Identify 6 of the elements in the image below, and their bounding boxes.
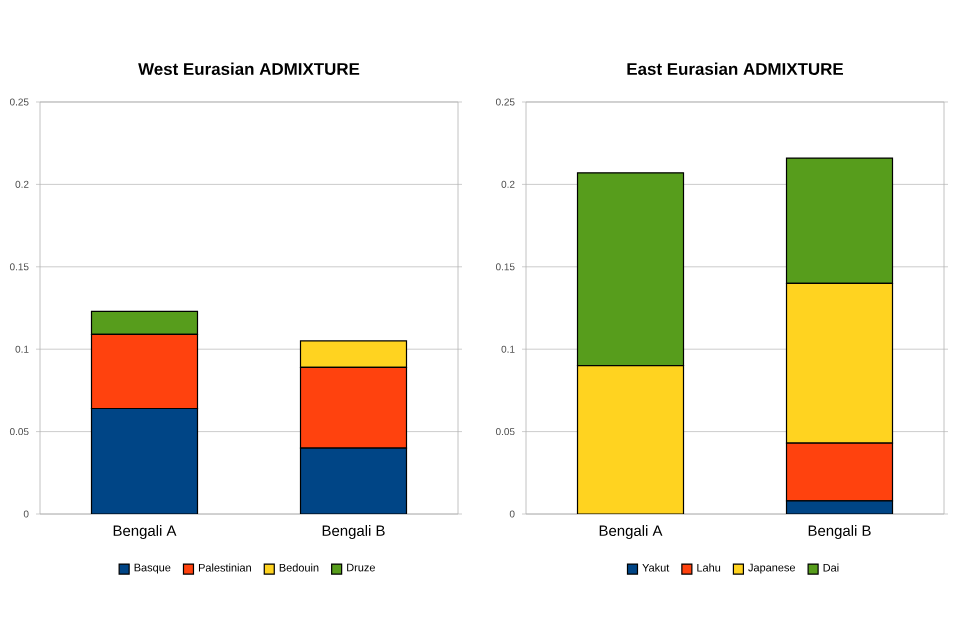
- bar: [299, 447, 408, 514]
- bar: [576, 365, 685, 514]
- chart-title: East Eurasian ADMIXTURE: [627, 62, 844, 75]
- bar: [90, 407, 199, 514]
- chart-title: West Eurasian ADMIXTURE: [138, 62, 360, 75]
- bar: [785, 282, 894, 444]
